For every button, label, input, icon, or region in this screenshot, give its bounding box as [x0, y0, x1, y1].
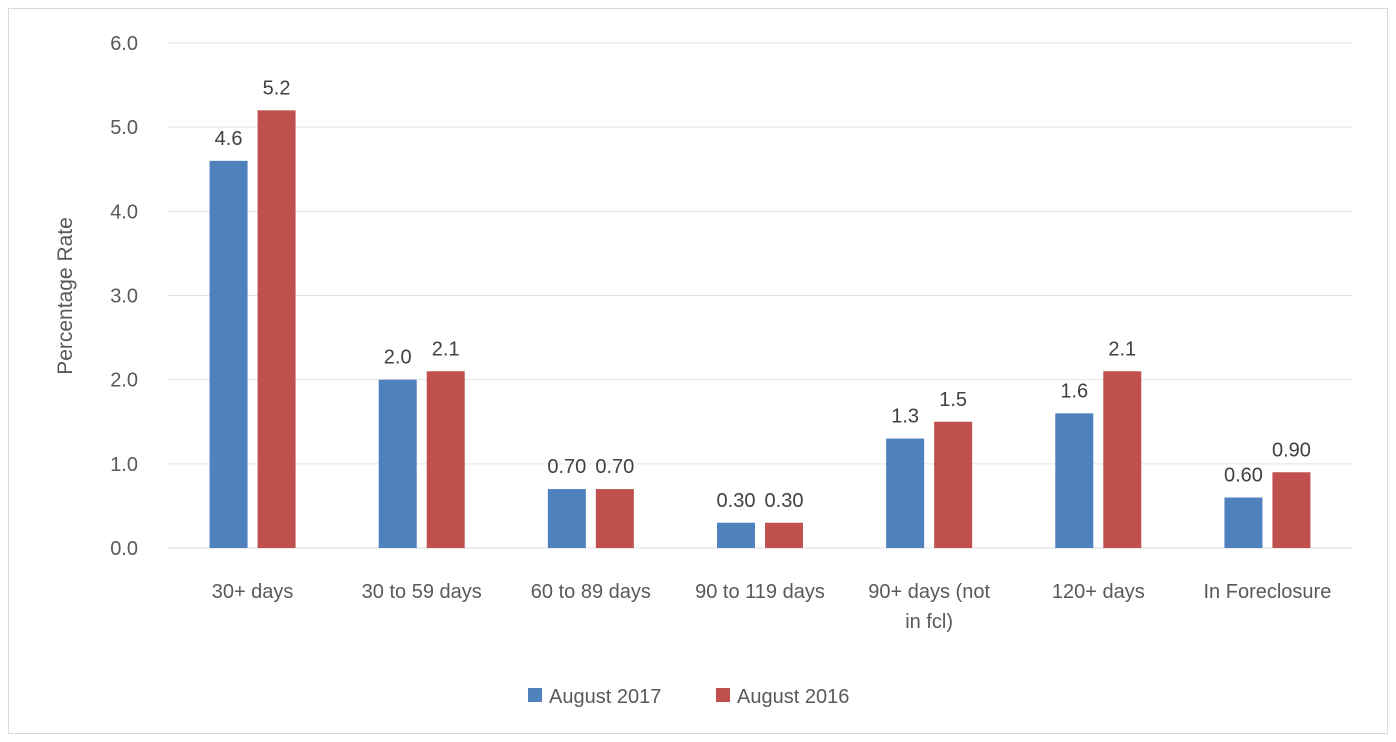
- data-label: 2.1: [1108, 338, 1136, 360]
- x-category-label: in fcl): [905, 611, 953, 633]
- bar-august-2017: [378, 379, 417, 548]
- x-category-label: In Foreclosure: [1204, 581, 1332, 603]
- bar-august-2016: [595, 489, 634, 548]
- legend-label: August 2016: [737, 686, 849, 708]
- y-tick-label: 0.0: [110, 538, 138, 560]
- bars: [209, 110, 1311, 549]
- data-label: 0.90: [1272, 439, 1311, 461]
- data-label: 0.70: [595, 456, 634, 478]
- bar-august-2017: [1224, 497, 1263, 548]
- data-label: 5.2: [263, 77, 291, 99]
- bar-august-2016: [426, 371, 465, 548]
- legend-swatch: [716, 688, 730, 702]
- bar-august-2016: [765, 522, 803, 548]
- bar-august-2017: [547, 489, 586, 548]
- data-label: 4.6: [215, 128, 243, 150]
- data-label: 1.6: [1060, 380, 1088, 402]
- bar-august-2017: [1055, 413, 1094, 548]
- legend-swatch: [528, 688, 542, 702]
- data-label: 1.3: [891, 406, 919, 428]
- y-axis-label: Percentage Rate: [54, 217, 77, 375]
- data-label: 1.5: [939, 389, 967, 411]
- data-label: 0.30: [717, 490, 756, 512]
- x-category-label: 90+ days (not: [868, 581, 990, 603]
- data-label: 2.1: [432, 338, 460, 360]
- data-label: 0.60: [1224, 465, 1263, 487]
- bar-august-2017: [717, 522, 755, 548]
- data-label: 0.30: [765, 490, 804, 512]
- x-category-label: 30+ days: [212, 581, 294, 603]
- data-labels: 4.6 5.2 2.0 2.1 0.70 0.70 0.30 0.30 1.3 1.5 1.6 2.1…: [215, 77, 1311, 511]
- x-category-label: 90 to 119 days: [695, 581, 825, 603]
- y-tick-label: 1.0: [110, 454, 138, 476]
- y-tick-label: 5.0: [110, 117, 138, 139]
- gridlines: [168, 42, 1352, 549]
- bar-august-2016: [1103, 371, 1142, 548]
- x-axis-categories: 30+ days 30 to 59 days 60 to 89 days 90 to …: [212, 581, 1332, 633]
- x-category-label: 120+ days: [1052, 581, 1145, 603]
- bar-august-2016: [1272, 472, 1311, 548]
- x-category-label: 30 to 59 days: [362, 581, 482, 603]
- bar-august-2016: [934, 421, 973, 548]
- y-tick-label: 2.0: [110, 370, 138, 392]
- data-label: 2.0: [384, 347, 412, 369]
- legend: August 2017 August 2016: [528, 686, 849, 708]
- bar-august-2016: [257, 110, 296, 548]
- bar-august-2017: [886, 438, 925, 548]
- data-label: 0.70: [547, 456, 586, 478]
- bar-august-2017: [209, 160, 248, 549]
- x-category-label: 60 to 89 days: [531, 581, 651, 603]
- legend-label: August 2017: [549, 686, 661, 708]
- y-tick-label: 3.0: [110, 286, 138, 308]
- y-tick-label: 6.0: [110, 33, 138, 55]
- y-tick-label: 4.0: [110, 201, 138, 223]
- y-axis-ticks: 0.0 1.0 2.0 3.0 4.0 5.0 6.0: [110, 33, 138, 560]
